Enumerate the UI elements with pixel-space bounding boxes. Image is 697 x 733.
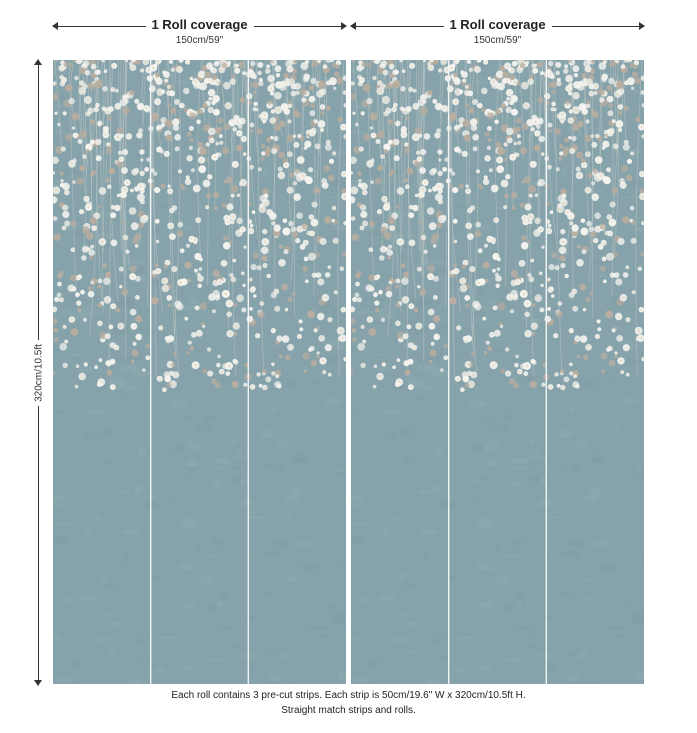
arrow-left-icon xyxy=(350,22,356,30)
arrow-right-icon xyxy=(341,22,347,30)
roll-coverage-title: 1 Roll coverage xyxy=(145,17,254,32)
floral-pattern-image xyxy=(351,60,644,684)
roll-width-label: 150cm/59" xyxy=(175,35,224,46)
roll-2-width-dimension: 1 Roll coverage 150cm/59" xyxy=(350,17,645,51)
height-label: 320cm/10.5ft xyxy=(33,339,45,406)
height-dimension: 320cm/10.5ft xyxy=(30,59,48,686)
roll-coverage-title: 1 Roll coverage xyxy=(443,17,552,32)
arrow-left-icon xyxy=(52,22,58,30)
caption-line-2: Straight match strips and rolls. xyxy=(281,705,416,716)
roll-width-label: 150cm/59" xyxy=(473,35,522,46)
wallpaper-roll-2 xyxy=(351,60,644,684)
arrow-right-icon xyxy=(639,22,645,30)
caption-line-1: Each roll contains 3 pre-cut strips. Eac… xyxy=(171,690,526,701)
roll-1-width-dimension: 1 Roll coverage 150cm/59" xyxy=(52,17,347,51)
floral-pattern-image xyxy=(53,60,346,684)
wallpaper-roll-1 xyxy=(53,60,346,684)
arrow-down-icon xyxy=(34,680,42,686)
arrow-up-icon xyxy=(34,59,42,65)
